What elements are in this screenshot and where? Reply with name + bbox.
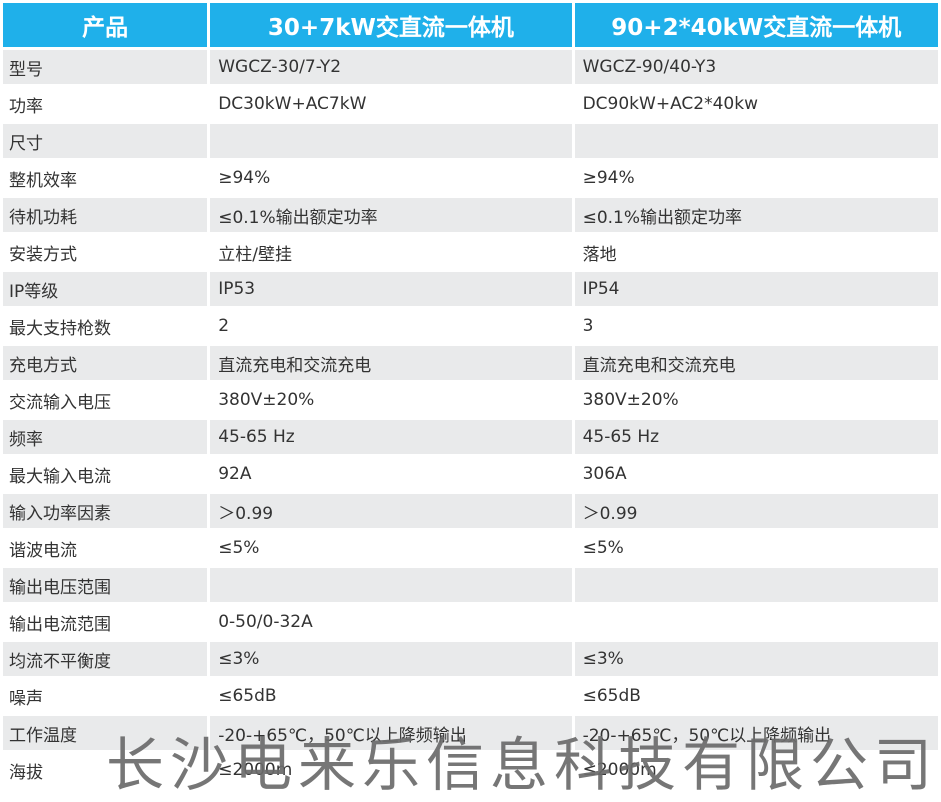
spec-value: DC30kW+AC7kW: [210, 87, 572, 121]
spec-label: 功率: [3, 87, 208, 121]
spec-value: 3: [574, 309, 938, 343]
spec-value: ≥94%: [574, 161, 938, 195]
spec-value: ≥94%: [210, 161, 572, 195]
spec-label: 海拔: [3, 753, 208, 787]
spec-label: 输出电流范围: [3, 605, 208, 639]
spec-value: 380V±20%: [210, 383, 572, 417]
table-row: 尺寸: [3, 124, 938, 158]
spec-value: [574, 124, 938, 158]
spec-label: 安装方式: [3, 235, 208, 269]
header-model-30-7kw: 30+7kW交直流一体机: [210, 3, 572, 47]
spec-label: 工作温度: [3, 716, 208, 750]
spec-label: 输入功率因素: [3, 494, 208, 528]
spec-label: 最大支持枪数: [3, 309, 208, 343]
table-row: 海拔 ≤2000m ≤2000m: [3, 753, 938, 787]
table-row: 交流输入电压 380V±20% 380V±20%: [3, 383, 938, 417]
spec-label: 谐波电流: [3, 531, 208, 565]
spec-value: 2: [210, 309, 572, 343]
spec-value: ≤65dB: [210, 679, 572, 713]
spec-label: 均流不平衡度: [3, 642, 208, 676]
header-model-90-80kw: 90+2*40kW交直流一体机: [574, 3, 938, 47]
spec-value: 立柱/壁挂: [210, 235, 572, 269]
spec-value: 92A: [210, 457, 572, 491]
spec-value: -20-+65℃，50℃以上降频输出: [210, 716, 572, 750]
spec-label: 充电方式: [3, 346, 208, 380]
spec-label: 待机功耗: [3, 198, 208, 232]
table-row: 最大输入电流 92A 306A: [3, 457, 938, 491]
table-row: 待机功耗 ≤0.1%输出额定功率 ≤0.1%输出额定功率: [3, 198, 938, 232]
table-row: 安装方式 立柱/壁挂 落地: [3, 235, 938, 269]
spec-value: 45-65 Hz: [210, 420, 572, 454]
spec-value: IP54: [574, 272, 938, 306]
spec-value: ≤0.1%输出额定功率: [574, 198, 938, 232]
spec-value: 直流充电和交流充电: [210, 346, 572, 380]
spec-label: 型号: [3, 50, 208, 84]
table-row: 输出电流范围 0-50/0-32A: [3, 605, 938, 639]
spec-value: [574, 605, 938, 639]
spec-value: ≤3%: [210, 642, 572, 676]
spec-label: 噪声: [3, 679, 208, 713]
spec-value: 380V±20%: [574, 383, 938, 417]
spec-value: 0-50/0-32A: [210, 605, 572, 639]
table-row: 充电方式 直流充电和交流充电 直流充电和交流充电: [3, 346, 938, 380]
spec-value: ≤5%: [574, 531, 938, 565]
header-product: 产品: [3, 3, 208, 47]
spec-value: ≤5%: [210, 531, 572, 565]
table-row: 输出电压范围: [3, 568, 938, 602]
table-row: 均流不平衡度 ≤3% ≤3%: [3, 642, 938, 676]
spec-value: -20-+65℃，50℃以上降频输出: [574, 716, 938, 750]
spec-value: WGCZ-30/7-Y2: [210, 50, 572, 84]
spec-value: ≤0.1%输出额定功率: [210, 198, 572, 232]
spec-value: [574, 568, 938, 602]
spec-value: 直流充电和交流充电: [574, 346, 938, 380]
spec-label: 频率: [3, 420, 208, 454]
spec-value: [210, 124, 572, 158]
spec-table-body: 型号 WGCZ-30/7-Y2 WGCZ-90/40-Y3 功率 DC30kW+AC7k…: [3, 50, 938, 787]
table-row: 谐波电流 ≤5% ≤5%: [3, 531, 938, 565]
spec-value: ≤2000m: [574, 753, 938, 787]
spec-value: WGCZ-90/40-Y3: [574, 50, 938, 84]
spec-value: 45-65 Hz: [574, 420, 938, 454]
spec-label: 交流输入电压: [3, 383, 208, 417]
spec-label: 整机效率: [3, 161, 208, 195]
table-row: IP等级 IP53 IP54: [3, 272, 938, 306]
spec-label: 输出电压范围: [3, 568, 208, 602]
table-row: 最大支持枪数 2 3: [3, 309, 938, 343]
spec-value: ＞0.99: [210, 494, 572, 528]
spec-value: ≤3%: [574, 642, 938, 676]
spec-value: ≤65dB: [574, 679, 938, 713]
spec-value: ＞0.99: [574, 494, 938, 528]
table-row: 整机效率 ≥94% ≥94%: [3, 161, 938, 195]
spec-value: 落地: [574, 235, 938, 269]
spec-value: 306A: [574, 457, 938, 491]
table-row: 噪声 ≤65dB ≤65dB: [3, 679, 938, 713]
spec-label: IP等级: [3, 272, 208, 306]
spec-label: 尺寸: [3, 124, 208, 158]
spec-value: ≤2000m: [210, 753, 572, 787]
table-row: 功率 DC30kW+AC7kW DC90kW+AC2*40kw: [3, 87, 938, 121]
header-row: 产品 30+7kW交直流一体机 90+2*40kW交直流一体机: [3, 3, 938, 47]
spec-label: 最大输入电流: [3, 457, 208, 491]
table-row: 工作温度 -20-+65℃，50℃以上降频输出 -20-+65℃，50℃以上降频输出: [3, 716, 938, 750]
spec-value: [210, 568, 572, 602]
table-row: 频率 45-65 Hz 45-65 Hz: [3, 420, 938, 454]
spec-value: IP53: [210, 272, 572, 306]
table-row: 输入功率因素 ＞0.99 ＞0.99: [3, 494, 938, 528]
spec-value: DC90kW+AC2*40kw: [574, 87, 938, 121]
table-row: 型号 WGCZ-30/7-Y2 WGCZ-90/40-Y3: [3, 50, 938, 84]
